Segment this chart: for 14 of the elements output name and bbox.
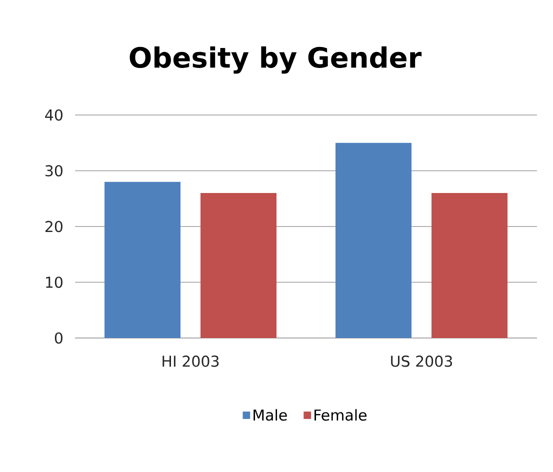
y-tick-label: 10 [46,276,62,288]
x-tick-label: US 2003 [391,356,452,367]
legend-label: Male [254,409,287,421]
chart-title: Obesity by Gender [130,46,422,74]
legend-label: Female [314,409,366,421]
y-tick-label: 20 [45,220,62,232]
y-tick-label: 0 [54,332,62,344]
bar [104,182,181,338]
x-tick-label: HI 2003 [162,356,219,367]
y-tick-label: 30 [46,165,62,176]
bar [432,193,508,338]
y-tick-label: 40 [45,109,62,121]
bar [336,142,412,338]
bar [200,193,277,338]
